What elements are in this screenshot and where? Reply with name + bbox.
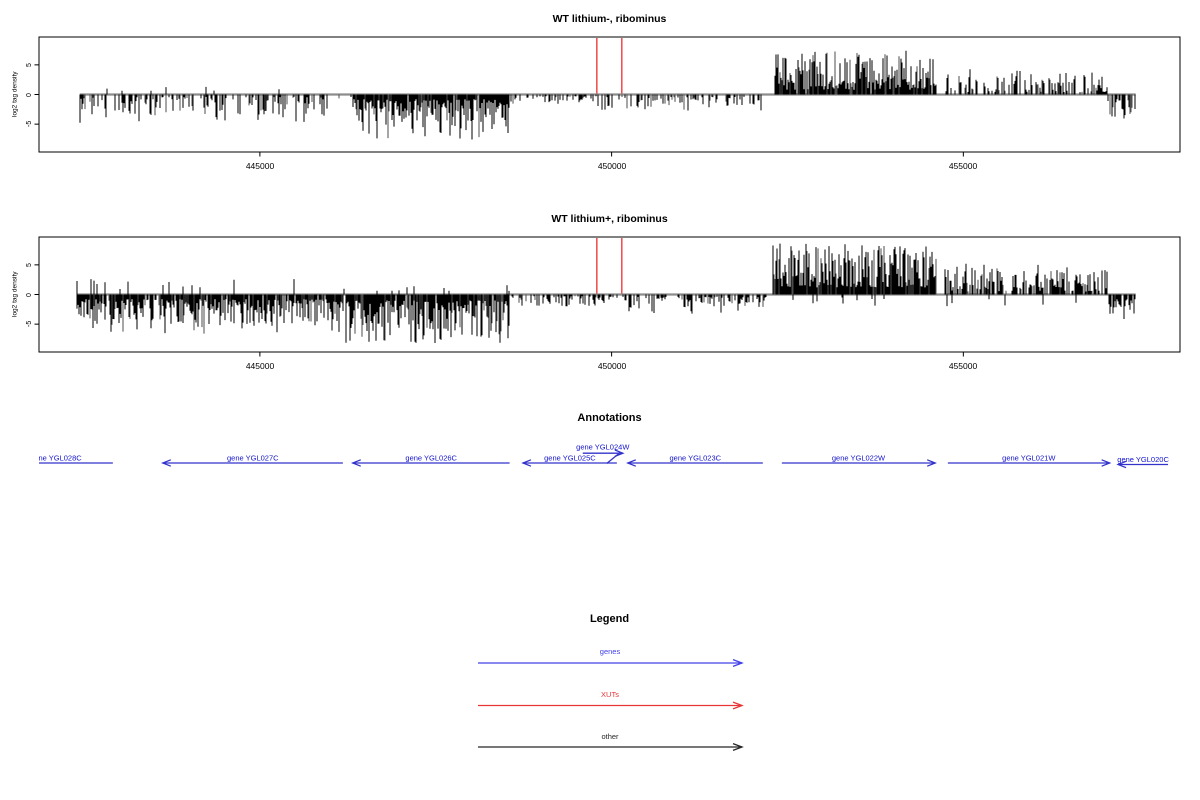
plot2-xtick-455000: 455000 xyxy=(948,361,978,371)
legend-arrowhead-icon xyxy=(732,701,744,710)
gene-label: gene YGL024W xyxy=(576,443,630,452)
annotations-title: Annotations xyxy=(577,412,642,424)
plot1-xtick-455000: 455000 xyxy=(948,161,978,171)
gene-arrow-riser xyxy=(606,453,620,465)
annotation-track: gene YGL028C gene YGL027C gene YGL026C gene… xyxy=(0,443,1169,469)
gene-arrowhead-icon xyxy=(161,459,172,467)
plot2-bars xyxy=(76,243,1136,343)
plot1-ytick-0: 0 xyxy=(26,92,33,97)
gene-label: gene YGL026C xyxy=(405,454,457,463)
plot1-y-axis-label: log2 tag density xyxy=(11,71,19,118)
gene-label: gene YGL021W xyxy=(1002,454,1056,463)
plot2-y-axis-label: log2 tag density xyxy=(11,271,19,318)
gene-arrowhead-icon xyxy=(1101,459,1112,467)
gene-label: gene YGL022W xyxy=(832,454,886,463)
plot2-xtick-445000: 445000 xyxy=(245,361,275,371)
gene-arrowhead-icon xyxy=(350,459,361,467)
plot1-bars-shaded xyxy=(83,51,1133,139)
plot1-xtick-445000: 445000 xyxy=(245,161,275,171)
plot1-title: WT lithium-, ribominus xyxy=(552,13,667,25)
gene-arrowhead-icon xyxy=(626,459,637,467)
plot2-title: WT lithium+, ribominus xyxy=(551,213,668,225)
plot1-ytick-5: 5 xyxy=(26,63,33,67)
gene-arrowhead-icon xyxy=(521,459,532,467)
plot1-bars xyxy=(79,50,1136,140)
gene-arrowhead-icon xyxy=(926,459,937,467)
plot1-ytick-neg5: -5 xyxy=(26,120,33,128)
gene-arrowhead-icon xyxy=(0,460,7,466)
legend-title: Legend xyxy=(589,613,630,625)
gene-label: gene YGL020C xyxy=(1117,455,1169,464)
legend-arrowhead-icon xyxy=(732,742,744,752)
gene-label: gene YGL023C xyxy=(670,454,722,463)
plot2-bars-shaded xyxy=(89,246,1116,341)
plot2-xtick-450000: 450000 xyxy=(597,361,627,371)
legend-label-other: other xyxy=(601,732,619,741)
gene-label: gene YGL027C xyxy=(227,454,279,463)
legend-arrowhead-icon xyxy=(732,658,744,668)
legend-label-genes: genes xyxy=(599,647,621,656)
gene-label: gene YGL025C xyxy=(544,454,596,463)
plot1-xtick-450000: 450000 xyxy=(597,161,627,171)
gene-arrowhead-icon xyxy=(1116,460,1127,469)
gene-label: gene YGL028C xyxy=(30,454,82,463)
plot2-ytick-5: 5 xyxy=(26,263,33,267)
legend-label-xuts: XUTs xyxy=(601,689,619,699)
plot2-ytick-0: 0 xyxy=(26,292,33,297)
plot2-ytick-neg5: -5 xyxy=(26,320,33,328)
